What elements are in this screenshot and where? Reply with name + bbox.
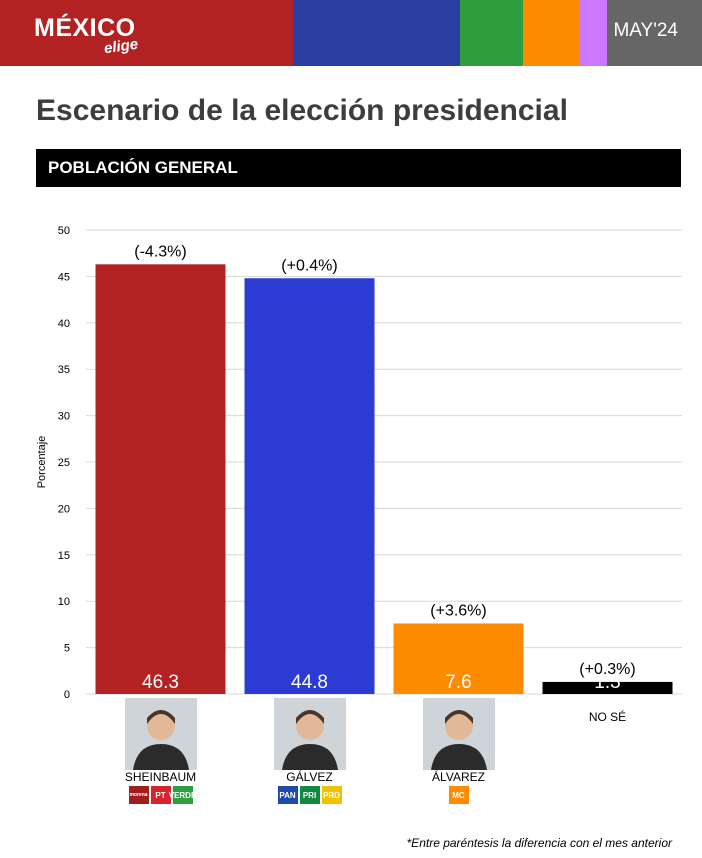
bar	[393, 623, 524, 694]
data-label: 1.3	[594, 672, 620, 693]
candidate-photo-icon	[124, 698, 197, 770]
bar	[244, 278, 375, 694]
y-tick-label: 35	[58, 364, 70, 376]
y-axis-label: Porcentaje	[36, 436, 48, 489]
data-label: 7.6	[445, 672, 471, 693]
y-tick-label: 45	[58, 271, 70, 283]
color-band-red	[0, 0, 293, 66]
color-band-gray	[607, 0, 702, 66]
candidate-name: NO SÉ	[588, 710, 627, 724]
candidate-name: SHEINBAUM	[124, 770, 197, 784]
footnote: *Entre paréntesis la diferencia con el m…	[406, 836, 672, 850]
party-logo-icon: morena	[128, 786, 149, 804]
color-band-purple	[580, 0, 607, 66]
subtitle: POBLACIÓN GENERAL	[48, 158, 238, 177]
color-band-blue	[293, 0, 460, 66]
party-logo-icon: MC	[448, 786, 469, 804]
y-tick-label: 50	[58, 225, 70, 237]
bar	[542, 681, 673, 694]
y-tick-label: 0	[64, 689, 70, 700]
logo-main: MÉXICO	[34, 14, 136, 42]
party-logo-icon: PAN	[277, 786, 298, 804]
y-tick-label: 15	[58, 550, 70, 562]
candidate-photo-icon	[422, 698, 495, 770]
party-logo-icon: PRD	[321, 786, 342, 804]
subtitle-bar: POBLACIÓN GENERAL	[36, 149, 681, 187]
y-tick-label: 30	[58, 411, 70, 423]
party-logos: MC	[448, 786, 469, 804]
y-tick-label: 5	[64, 643, 70, 655]
party-logo-icon: PT	[150, 786, 171, 804]
mexico-elige-logo: MÉXICO elige	[34, 14, 139, 57]
candidate-photo-icon	[273, 698, 346, 770]
y-tick-label: 10	[58, 596, 70, 608]
candidate-name: GÁLVEZ	[286, 770, 333, 784]
color-band-orange	[523, 0, 580, 66]
y-tick-label: 25	[58, 457, 70, 469]
change-label: (+0.3%)	[579, 661, 635, 678]
change-label: (+0.4%)	[281, 257, 337, 274]
page-title: Escenario de la elección presidencial	[36, 94, 568, 127]
data-label: 44.8	[291, 672, 328, 693]
party-logo-icon: PRI	[299, 786, 320, 804]
party-logos: morena PT VERDE	[128, 786, 196, 804]
party-logos: PAN PRI PRD	[277, 786, 342, 804]
month-label: MAY'24	[613, 20, 678, 41]
bar-chart: 0 5 10 15 20 25 30 35 40 45 50 Porcentaje 46.3 (-4.3%…	[36, 225, 682, 700]
y-tick-label: 20	[58, 503, 70, 515]
header-band	[0, 0, 702, 66]
y-tick-label: 40	[58, 318, 70, 330]
change-label: (+3.6%)	[430, 602, 486, 619]
change-label: (-4.3%)	[134, 243, 186, 260]
candidate-name: ÁLVAREZ	[432, 770, 485, 784]
bar	[95, 264, 226, 694]
color-band-green	[460, 0, 523, 66]
data-label: 46.3	[142, 672, 179, 693]
party-logo-icon: VERDE	[169, 786, 196, 804]
